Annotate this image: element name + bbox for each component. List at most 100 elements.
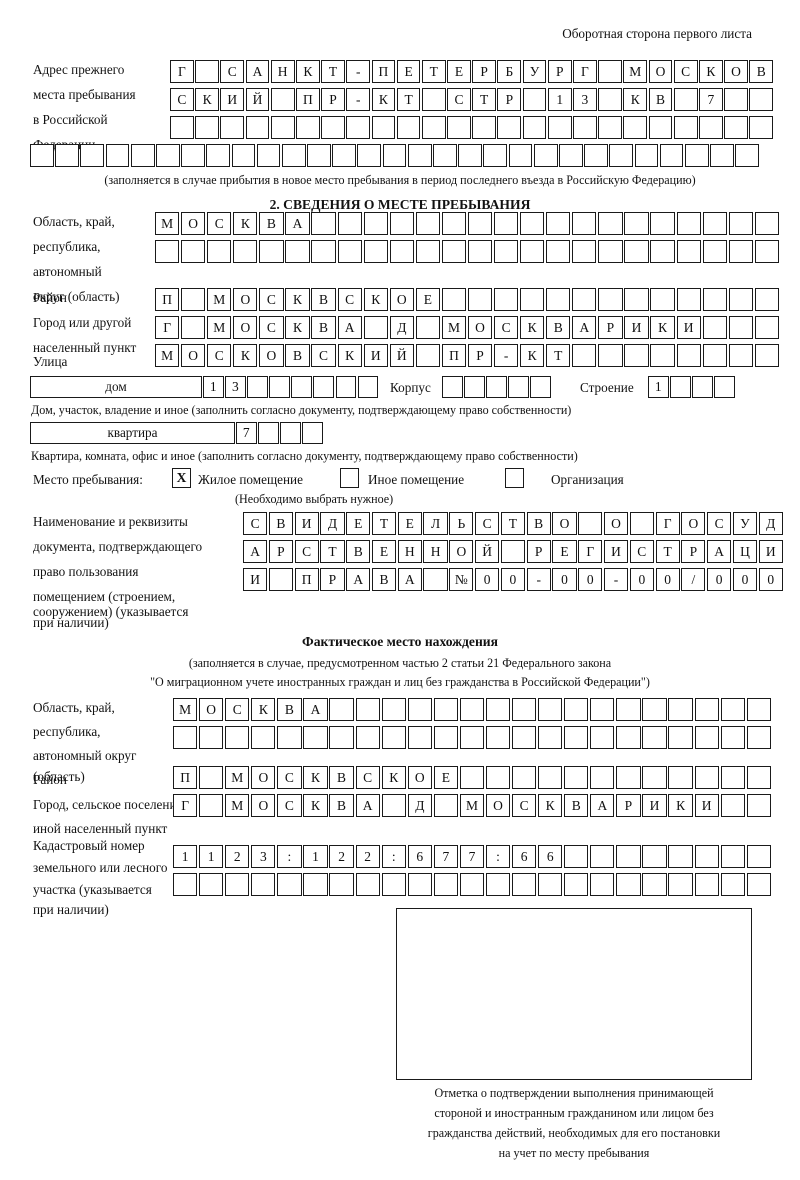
prev-address-line-3-cell-21[interactable]	[673, 116, 698, 139]
region-line-2-cell-4[interactable]	[233, 240, 258, 263]
street-line-cell-21[interactable]	[676, 344, 701, 367]
district-line-cell-18[interactable]	[598, 288, 623, 311]
prev-address-line-1-cell-10[interactable]: Е	[396, 60, 421, 83]
prev-address-line-2-cell-10[interactable]: Т	[396, 88, 421, 111]
city-line-cell-17[interactable]: А	[572, 316, 597, 339]
street-line-cell-2[interactable]: О	[181, 344, 206, 367]
doc-line-2-cell-16[interactable]: С	[629, 540, 654, 563]
korpus-cell-4[interactable]	[508, 376, 529, 398]
region-line-1-cell-8[interactable]	[337, 212, 362, 235]
prev-address-line-2-cell-6[interactable]: П	[295, 88, 320, 111]
actual-region-line-1-cell-2[interactable]: О	[199, 698, 224, 721]
actual-region-line-1-cell-10[interactable]	[407, 698, 432, 721]
prev-address-line-2-cell-1[interactable]: С	[170, 88, 194, 111]
district-line-cell-19[interactable]	[624, 288, 649, 311]
district-line-cell-13[interactable]	[467, 288, 493, 311]
stroenie-cell-4[interactable]	[714, 376, 735, 398]
cadastral-line-2-cell-19[interactable]	[642, 873, 667, 896]
region-line-1-cell-19[interactable]	[624, 212, 649, 235]
prev-address-line-2-cell-11[interactable]	[421, 88, 446, 111]
prev-address-line-1-cell-23[interactable]: О	[724, 60, 748, 83]
prev-address-line-2-cell-5[interactable]	[270, 88, 295, 111]
actual-district-line-cell-17[interactable]	[590, 766, 615, 789]
doc-line-1-cell-21[interactable]: Д	[758, 512, 783, 535]
region-line-2-cell-11[interactable]	[415, 240, 440, 263]
actual-city-line-cell-2[interactable]	[199, 794, 224, 817]
actual-district-line-cell-7[interactable]: В	[329, 766, 354, 789]
cadastral-line-1-cell-19[interactable]	[642, 845, 667, 868]
actual-district-line-cell-9[interactable]: К	[381, 766, 406, 789]
region-line-2-cell-18[interactable]	[598, 240, 623, 263]
house-number-cell-8[interactable]	[357, 376, 379, 398]
actual-region-line-1-cell-6[interactable]: А	[303, 698, 328, 721]
district-line-cell-22[interactable]	[702, 288, 727, 311]
street-line-cell-6[interactable]: В	[285, 344, 310, 367]
region-line-2-cell-6[interactable]	[285, 240, 310, 263]
actual-district-line-cell-19[interactable]	[642, 766, 667, 789]
district-line-cell-15[interactable]	[520, 288, 545, 311]
doc-line-1-cell-19[interactable]: С	[707, 512, 732, 535]
prev-address-line-4-cell-25[interactable]	[634, 144, 659, 167]
doc-line-3-cell-10[interactable]: 0	[475, 568, 500, 591]
prev-address-line-3-cell-20[interactable]	[648, 116, 673, 139]
doc-line-3-cell-3[interactable]: П	[294, 568, 319, 591]
prev-address-line-3-cell-16[interactable]	[547, 116, 572, 139]
region-line-2-cell-9[interactable]	[363, 240, 388, 263]
doc-line-1-cell-15[interactable]: О	[603, 512, 629, 535]
doc-line-1-cell-10[interactable]: С	[475, 512, 500, 535]
region-line-1-cell-24[interactable]	[754, 212, 779, 235]
flat-number-cell-4[interactable]	[302, 422, 323, 444]
region-line-1-cell-23[interactable]	[728, 212, 753, 235]
prev-address-line-2-cell-24[interactable]	[749, 88, 774, 111]
doc-line-3-cell-11[interactable]: 0	[500, 568, 525, 591]
region-line-1-cell-9[interactable]	[363, 212, 388, 235]
actual-region-line-1-cell-18[interactable]	[616, 698, 641, 721]
actual-region-line-2-cell-4[interactable]	[251, 726, 276, 749]
actual-district-line-cell-23[interactable]	[746, 766, 771, 789]
region-line-1-cell-10[interactable]	[389, 212, 414, 235]
stay-residential-checkbox[interactable]: X	[172, 468, 191, 488]
cadastral-line-2-cell-10[interactable]	[407, 873, 432, 896]
actual-city-line-cell-6[interactable]: К	[303, 794, 328, 817]
region-row-2[interactable]	[155, 240, 781, 263]
actual-region-line-2-cell-15[interactable]	[538, 726, 563, 749]
prev-address-line-3-cell-9[interactable]	[371, 116, 396, 139]
region-line-1-cell-22[interactable]	[702, 212, 727, 235]
actual-region-line-1-cell-20[interactable]	[668, 698, 693, 721]
district-line-cell-2[interactable]	[181, 288, 206, 311]
district-line-cell-21[interactable]	[676, 288, 701, 311]
actual-city-line-cell-10[interactable]: Д	[407, 794, 432, 817]
doc-line-1-cell-7[interactable]: Е	[397, 512, 422, 535]
doc-line-3-cell-4[interactable]: Р	[320, 568, 345, 591]
city-line-cell-19[interactable]: И	[624, 316, 649, 339]
cadastral-line-1-cell-5[interactable]: :	[277, 845, 302, 868]
cadastral-line-1-cell-13[interactable]: :	[485, 845, 511, 868]
region-line-2-cell-16[interactable]	[546, 240, 571, 263]
actual-region-line-2-cell-22[interactable]	[720, 726, 745, 749]
region-line-2-cell-12[interactable]	[441, 240, 467, 263]
prev-address-line-1-cell-15[interactable]: У	[522, 60, 547, 83]
cadastral-line-1-cell-22[interactable]	[720, 845, 745, 868]
prev-address-line-2-cell-23[interactable]	[724, 88, 748, 111]
doc-line-2-cell-1[interactable]: А	[243, 540, 268, 563]
actual-region-line-2-cell-17[interactable]	[590, 726, 615, 749]
district-line-cell-3[interactable]: М	[207, 288, 232, 311]
cadastral-line-1-cell-9[interactable]: :	[381, 845, 406, 868]
actual-region-line-1-cell-13[interactable]	[485, 698, 511, 721]
korpus-cell-5[interactable]	[530, 376, 551, 398]
cadastral-line-2-cell-11[interactable]	[433, 873, 458, 896]
district-line-cell-1[interactable]: П	[155, 288, 180, 311]
doc-line-2-cell-8[interactable]: Н	[423, 540, 448, 563]
cadastral-line-2-cell-23[interactable]	[746, 873, 771, 896]
doc-line-2-cell-19[interactable]: А	[707, 540, 732, 563]
prev-address-line-3-cell-4[interactable]	[245, 116, 270, 139]
region-line-2-cell-24[interactable]	[754, 240, 779, 263]
flat-number-row[interactable]: 7	[236, 422, 324, 444]
doc-line-2-cell-11[interactable]	[500, 540, 525, 563]
prev-address-line-1-cell-14[interactable]: Б	[497, 60, 522, 83]
region-line-2-cell-2[interactable]	[181, 240, 206, 263]
district-line-cell-14[interactable]	[494, 288, 519, 311]
